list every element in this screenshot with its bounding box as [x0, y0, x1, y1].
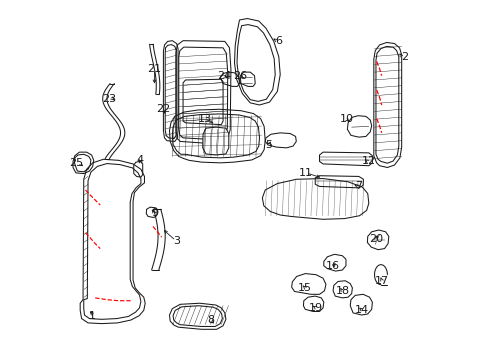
- Text: 10: 10: [339, 114, 353, 124]
- Text: 14: 14: [355, 305, 369, 315]
- Text: 12: 12: [361, 157, 375, 166]
- Text: 8: 8: [206, 315, 214, 325]
- Text: 11: 11: [298, 168, 312, 178]
- Text: 26: 26: [233, 71, 247, 81]
- Text: 22: 22: [156, 104, 170, 114]
- Text: 23: 23: [102, 94, 116, 104]
- Text: 2: 2: [400, 52, 407, 62]
- Text: 13: 13: [197, 113, 211, 123]
- Text: 24: 24: [216, 71, 230, 81]
- Text: 7: 7: [354, 181, 362, 192]
- Text: 3: 3: [173, 236, 180, 246]
- Text: 9: 9: [151, 208, 158, 218]
- Text: 5: 5: [265, 140, 272, 150]
- Text: 25: 25: [69, 158, 83, 168]
- Text: 20: 20: [368, 234, 382, 244]
- Polygon shape: [183, 79, 223, 125]
- Text: 16: 16: [325, 261, 339, 271]
- Text: 15: 15: [298, 283, 312, 293]
- Text: 17: 17: [374, 276, 388, 286]
- Text: 4: 4: [136, 156, 143, 165]
- Text: 21: 21: [147, 64, 161, 74]
- Text: 6: 6: [275, 36, 282, 46]
- Text: 1: 1: [88, 311, 95, 321]
- Polygon shape: [203, 127, 228, 155]
- Text: 19: 19: [308, 303, 323, 313]
- Text: 18: 18: [335, 287, 349, 296]
